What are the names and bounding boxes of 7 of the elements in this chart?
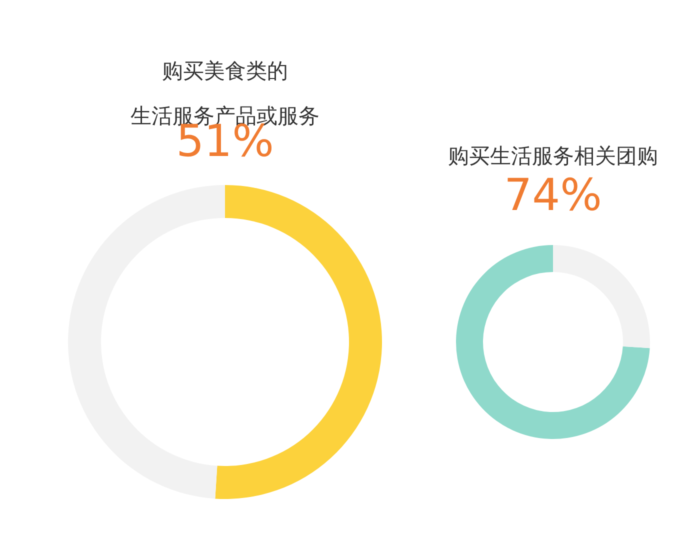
donut-slice (68, 185, 225, 499)
donut-slice (215, 185, 382, 499)
chart-title: 购买生活服务相关团购 (448, 144, 658, 168)
text: 74% (504, 170, 602, 221)
donut-slice (553, 245, 650, 348)
donut-slice (456, 245, 650, 439)
chart-title: 购买美食类的 (162, 59, 288, 83)
